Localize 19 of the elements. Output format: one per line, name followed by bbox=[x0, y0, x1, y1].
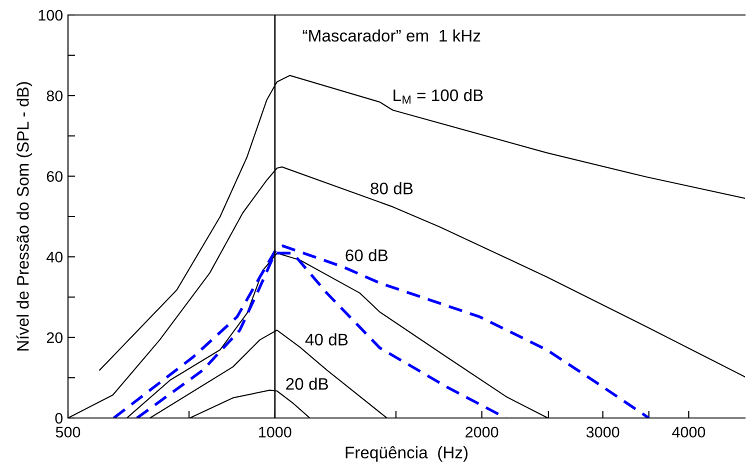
x-tick-label: 4000 bbox=[672, 426, 706, 438]
y-tick-label: 40 bbox=[46, 252, 63, 262]
series-label: 80 dB bbox=[370, 182, 413, 194]
series-label: 20 dB bbox=[286, 378, 328, 390]
series-label: L$_{M}$ = 100 dB bbox=[394, 88, 483, 104]
x-axis-title: Freqüência (Hz) bbox=[346, 446, 468, 462]
y-axis-title: Nível de Pressão do Som (SPL - dB) bbox=[16, 82, 32, 351]
y-tick-label: 0 bbox=[55, 412, 63, 424]
x-tick-label: 3000 bbox=[586, 426, 620, 438]
y-tick-label: 100 bbox=[38, 10, 63, 21]
y-tick-label: 80 bbox=[46, 90, 63, 102]
series-label: 60 dB bbox=[346, 249, 388, 262]
series-label: 40 dB bbox=[305, 333, 348, 346]
x-tick-label: 500 bbox=[56, 426, 80, 438]
x-tick-label: 1000 bbox=[259, 426, 292, 438]
y-tick-label: 60 bbox=[46, 171, 63, 182]
annotation: “Mascarador” em 1 kHz bbox=[302, 29, 480, 42]
y-tick-label: 20 bbox=[46, 332, 63, 344]
x-tick-label: 2000 bbox=[466, 426, 498, 438]
